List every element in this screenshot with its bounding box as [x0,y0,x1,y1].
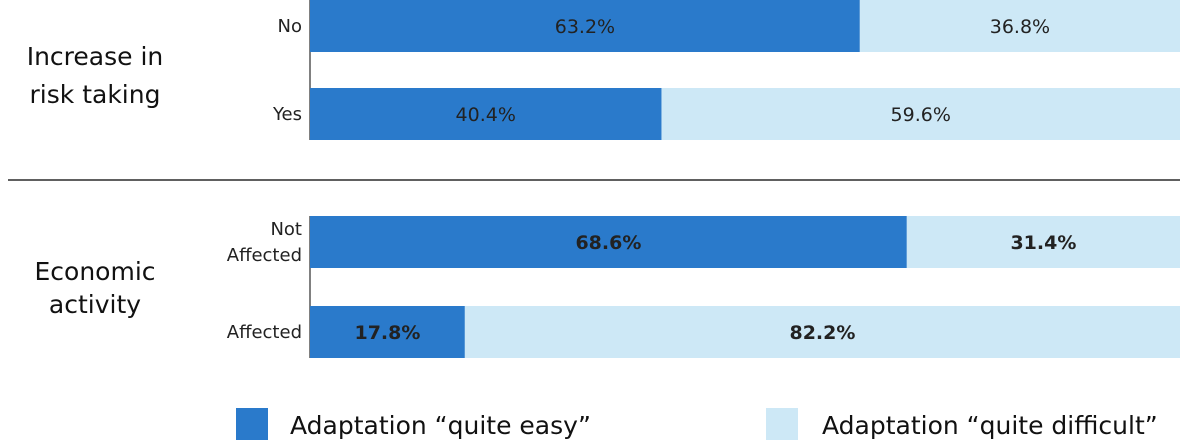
bar-segment-easy [310,216,907,268]
category-label: No [278,16,302,37]
group-label: Increase in [27,42,164,71]
bar-segment-difficult [661,88,1180,140]
data-label: 63.2% [555,16,615,38]
group-label: risk taking [30,80,161,109]
group-label: Economic [34,257,155,286]
bar-segment-easy [310,88,662,140]
legend-swatch [236,408,268,440]
category-label: Affected [227,245,302,266]
data-label: 59.6% [891,104,951,126]
bar-segment-difficult [906,216,1180,268]
group-label: activity [49,290,141,319]
bar-segment-easy [310,306,465,358]
data-label: 68.6% [575,232,641,254]
bar-segment-difficult [464,306,1180,358]
category-label: Yes [272,104,302,125]
category-label: Not [270,219,302,240]
data-label: 36.8% [990,16,1050,38]
category-label: Affected [227,322,302,343]
legend-label: Adaptation “quite easy” [290,411,591,440]
legend-swatch [766,408,798,440]
bar-segment-easy [310,0,860,52]
data-label: 40.4% [456,104,516,126]
data-label: 31.4% [1010,232,1076,254]
data-label: 82.2% [789,322,855,344]
data-label: 17.8% [354,322,420,344]
legend-label: Adaptation “quite difficult” [822,411,1158,440]
bar-segment-difficult [859,0,1180,52]
